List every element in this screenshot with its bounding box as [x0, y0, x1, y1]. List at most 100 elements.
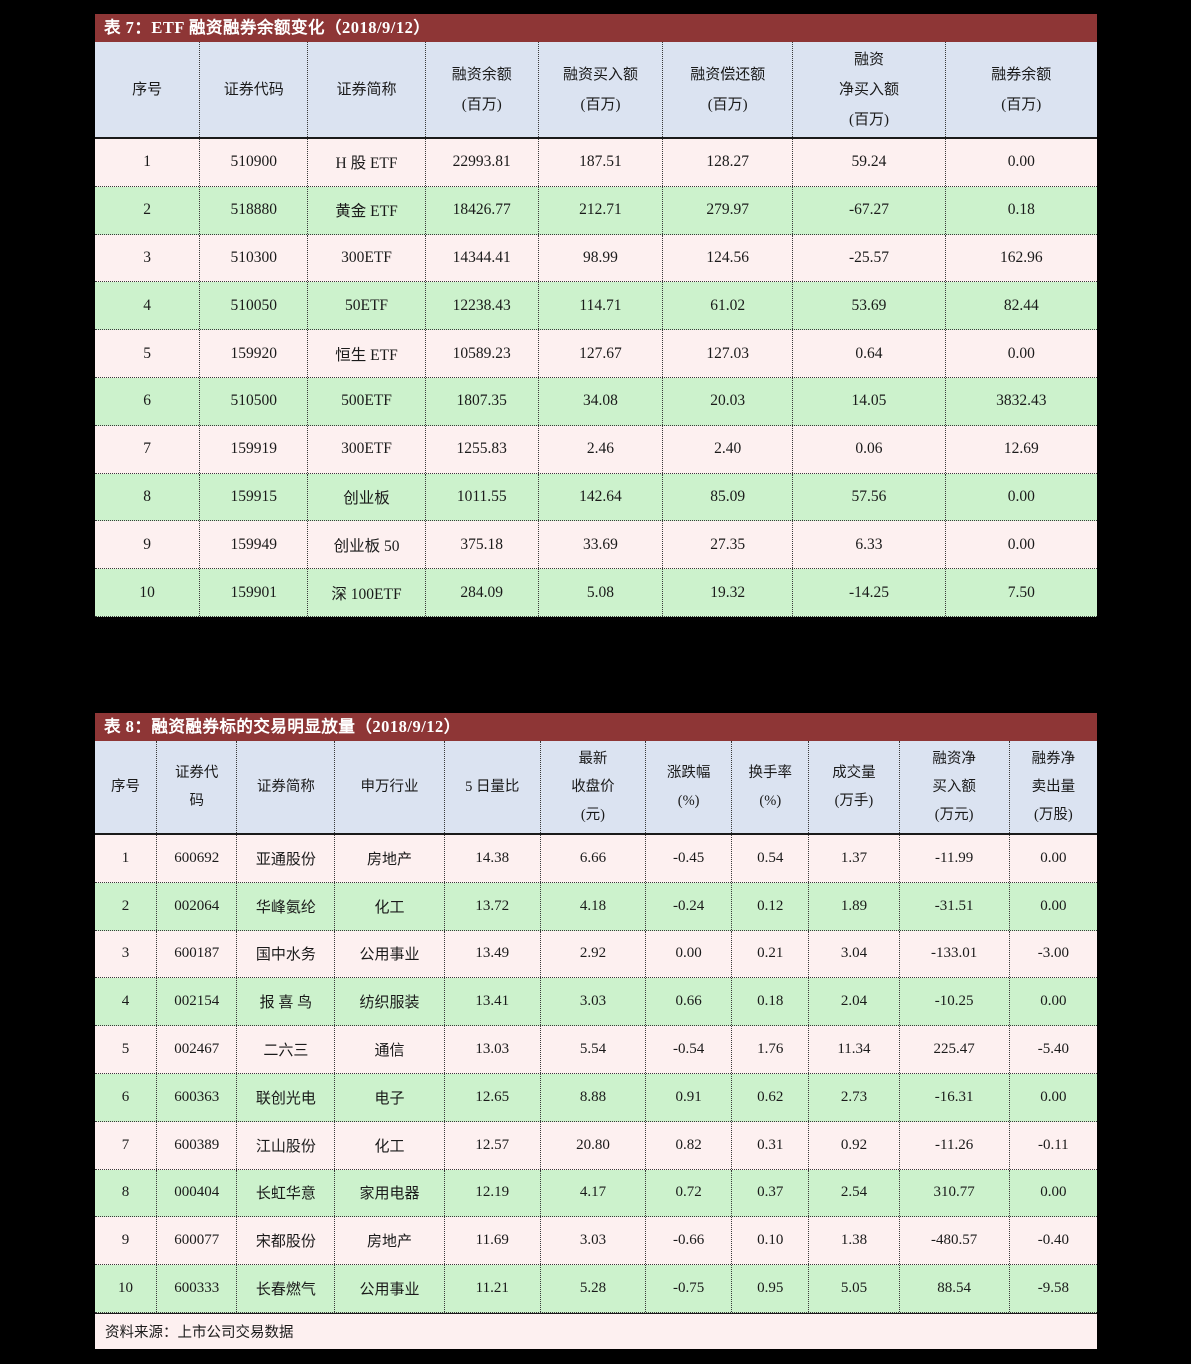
source-row: 资料来源：上市公司交易数据: [95, 1312, 1097, 1349]
column-header: 证券简称: [237, 741, 336, 833]
table-cell: 159919: [200, 425, 309, 473]
table-cell: 61.02: [663, 282, 794, 330]
table-cell: -0.66: [646, 1217, 733, 1265]
table-cell: -31.51: [900, 882, 1010, 930]
column-header: 融资 净买入额 (百万): [793, 42, 946, 137]
table-cell: 127.67: [539, 330, 664, 377]
table-cell: 4: [95, 978, 158, 1026]
table-cell: 房地产: [335, 835, 445, 882]
table-cell: 0.72: [646, 1169, 733, 1217]
table-cell: 279.97: [663, 186, 794, 234]
table-cell: 500ETF: [308, 377, 426, 425]
table-cell: 114.71: [539, 282, 664, 330]
column-header: 序号: [95, 42, 201, 137]
table-cell: 1.89: [809, 882, 900, 930]
table-cell: 5.05: [809, 1265, 900, 1312]
table-row: 7 600389 江山股份 化工 12.57 20.80 0.82 0.31 0.92 -11.2…: [95, 1121, 1097, 1170]
table-cell: 13.41: [445, 978, 541, 1026]
table-cell: 6.33: [793, 521, 946, 569]
table-cell: 5.54: [541, 1026, 647, 1073]
table-cell: 0.00: [1040, 849, 1067, 866]
table-cell: 88.54: [900, 1265, 1010, 1312]
table-cell: 98.99: [539, 234, 664, 282]
table-cell: 1: [95, 835, 158, 882]
table-cell: 家用电器: [335, 1169, 445, 1217]
table-row: 9 600077 宋都股份 房地产 11.69 3.03 -0.66 0.10 1.38 -480…: [95, 1217, 1097, 1266]
table-cell: 4: [95, 282, 201, 330]
table-cell: 公用事业: [335, 1265, 445, 1312]
table-cell: 0.10: [732, 1217, 810, 1265]
table-cell: 2.04: [809, 978, 900, 1026]
table-cell: 宋都股份: [237, 1217, 336, 1265]
table-cell: 6: [95, 377, 201, 425]
table-cell: 创业板 50: [308, 521, 426, 569]
table-title: 表 7：ETF 融资融券余额变化（2018/9/12）: [104, 18, 431, 37]
table-cell: 6: [95, 1073, 158, 1121]
table-row: 1 510900 H 股 ETF 22993.81 187.51 128.27 59.24 0…: [95, 139, 1097, 187]
table-cell: -5.40: [1037, 1041, 1069, 1058]
table-cell: 53.69: [793, 282, 946, 330]
source-text: 资料来源：上市公司交易数据: [105, 1324, 294, 1341]
table-row: 7 159919 300ETF 1255.83 2.46 2.40 0.06 12.69: [95, 425, 1097, 474]
table-cell: 10: [95, 569, 201, 616]
table-cell: 12.65: [445, 1073, 541, 1121]
table-cell: 600187: [157, 930, 238, 978]
table-cell: -0.75: [646, 1265, 733, 1312]
table-cell: 2.73: [809, 1073, 900, 1121]
table-cell: 9: [95, 1217, 158, 1265]
column-header: 融资买入额 (百万): [539, 42, 664, 137]
table-cell: 2.46: [539, 425, 664, 473]
table-cell: 华峰氨纶: [237, 882, 336, 930]
table-row: 8 000404 长虹华意 家用电器 12.19 4.17 0.72 0.37 2.54 310.…: [95, 1169, 1097, 1218]
table-row: 3 510300 300ETF 14344.41 98.99 124.56 -25.57 16…: [95, 234, 1097, 283]
column-header: 换手率 (%): [732, 741, 810, 833]
table-cell: 9: [95, 521, 201, 569]
table-cell: 0.18: [1007, 201, 1035, 219]
table-cell: 159915: [200, 473, 309, 521]
table-cell: 600333: [157, 1265, 238, 1312]
table-cell: 0.82: [646, 1121, 733, 1169]
table-cell: 8: [95, 473, 201, 521]
table-cell: 510050: [200, 282, 309, 330]
table-cell: 8.88: [541, 1073, 647, 1121]
table-cell: 长虹华意: [237, 1169, 336, 1217]
table-row: 6 600363 联创光电 电子 12.65 8.88 0.91 0.62 2.73 -16.31…: [95, 1073, 1097, 1122]
table-cell: 0.21: [732, 930, 810, 978]
table-cell: 600389: [157, 1121, 238, 1169]
column-header: 证券代 码: [157, 741, 238, 833]
table-cell: 2.92: [541, 930, 647, 978]
table-cell: 联创光电: [237, 1073, 336, 1121]
table-cell: 3: [95, 234, 201, 282]
table-cell: 房地产: [335, 1217, 445, 1265]
table-cell: 0.06: [793, 425, 946, 473]
column-header: 涨跌幅 (%): [646, 741, 733, 833]
table-cell: 5.28: [541, 1265, 647, 1312]
table-cell: 3.03: [541, 978, 647, 1026]
table-cell: 电子: [335, 1073, 445, 1121]
table-cell: 002467: [157, 1026, 238, 1073]
table-cell: 375.18: [426, 521, 539, 569]
table-cell: 化工: [335, 882, 445, 930]
table-cell: 159949: [200, 521, 309, 569]
table-cell: 1.38: [809, 1217, 900, 1265]
table-cell: 510900: [200, 139, 309, 186]
table-cell: 0.00: [646, 930, 733, 978]
table-cell: 0.91: [646, 1073, 733, 1121]
table-cell: 创业板: [308, 473, 426, 521]
table-cell: 34.08: [539, 377, 664, 425]
table-cell: -133.01: [900, 930, 1010, 978]
table-cell: 6.66: [541, 835, 647, 882]
table-cell: -480.57: [900, 1217, 1010, 1265]
table-cell: 510500: [200, 377, 309, 425]
table-cell: 284.09: [426, 569, 539, 616]
table-cell: 13.03: [445, 1026, 541, 1073]
table-cell: 159920: [200, 330, 309, 377]
table-cell: 142.64: [539, 473, 664, 521]
table-cell: 14344.41: [426, 234, 539, 282]
table-cell: 13.49: [445, 930, 541, 978]
table-row: 3 600187 国中水务 公用事业 13.49 2.92 0.00 0.21 3.04 -133…: [95, 930, 1097, 979]
table-row: 5 159920 恒生 ETF 10589.23 127.67 127.03 0.64 0.0…: [95, 330, 1097, 378]
table-cell: 二六三: [237, 1026, 336, 1073]
table-cell: 12.57: [445, 1121, 541, 1169]
